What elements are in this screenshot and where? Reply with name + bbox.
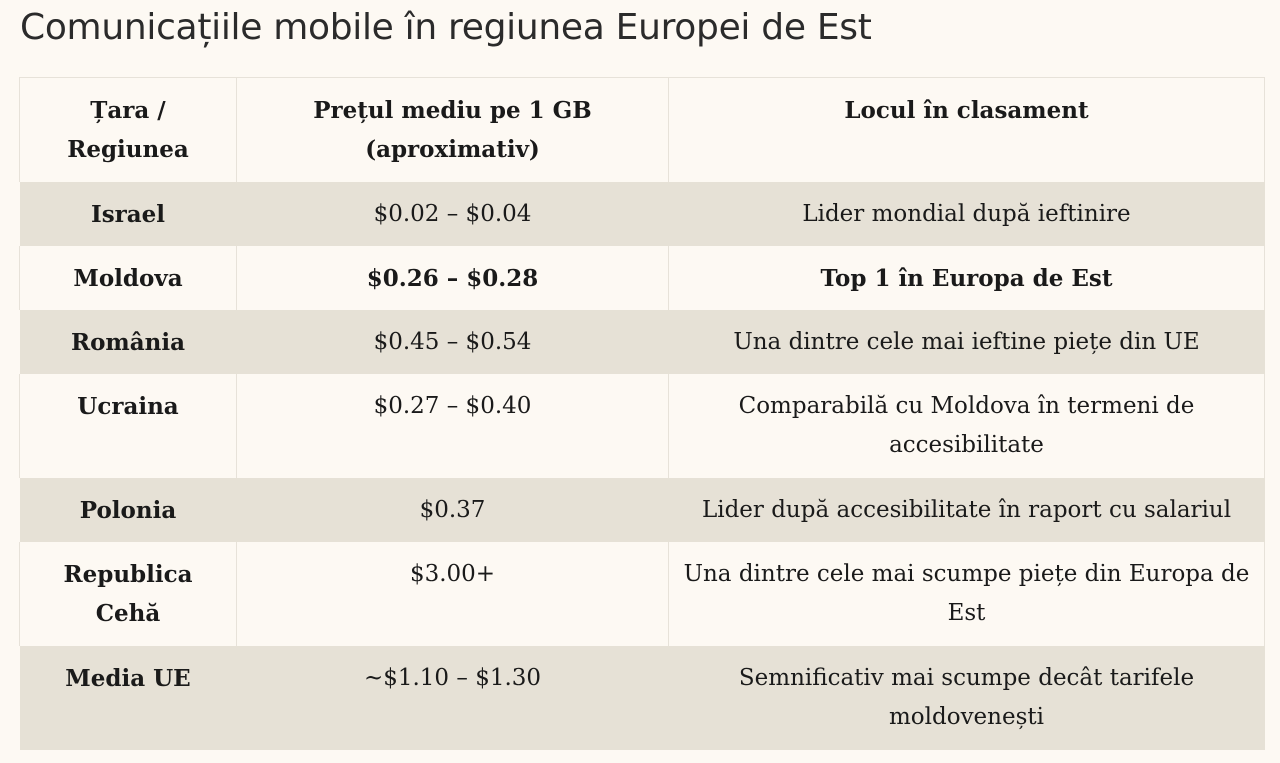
cell-country: Polonia: [79, 496, 177, 524]
table-row-polonia: Polonia $0.37 Lider după accesibilitate …: [19, 477, 1265, 542]
cell-rank: Comparabilă cu Moldova în termeni de acc…: [668, 373, 1265, 478]
table-row-romania: România $0.45 – $0.54 Una dintre cele ma…: [19, 309, 1265, 374]
header-row: Țara / Regiunea Prețul mediu pe 1 GB (ap…: [19, 77, 1265, 182]
cell-rank: Semnificativ mai scumpe decât tarifele m…: [738, 664, 1195, 730]
table-row-israel: Israel $0.02 – $0.04 Lider mondial după …: [19, 181, 1265, 246]
cell-price: $0.02 – $0.04: [373, 200, 532, 227]
cell-rank: Top 1 în Europa de Est: [668, 245, 1265, 310]
cell-rank: Una dintre cele mai scumpe piețe din Eur…: [668, 541, 1265, 646]
cell-country: Media UE: [65, 664, 191, 692]
cell-country: Israel: [90, 200, 166, 228]
header-country: Țara / Regiunea: [19, 77, 237, 182]
cell-price: $0.37: [419, 496, 486, 523]
table-row-media-ue: Media UE ~$1.10 – $1.30 Semnificativ mai…: [19, 645, 1265, 750]
cell-price: $0.26 – $0.28: [236, 245, 669, 310]
cell-price: $3.00+: [236, 541, 669, 646]
cell-rank: Lider mondial după ieftinire: [802, 200, 1131, 227]
table-row-ucraina: Ucraina $0.27 – $0.40 Comparabilă cu Mol…: [19, 373, 1265, 478]
cell-price: ~$1.10 – $1.30: [363, 664, 542, 691]
cell-country: Moldova: [19, 245, 237, 310]
page-title: Comunicațiile mobile în regiunea Europei…: [20, 7, 872, 48]
cell-price: $0.45 – $0.54: [373, 328, 532, 355]
header-rank: Locul în clasament: [668, 77, 1265, 182]
cell-rank: Lider după accesibilitate în raport cu s…: [701, 496, 1232, 523]
cell-rank: Una dintre cele mai ieftine piețe din UE: [733, 328, 1200, 355]
cell-price: $0.27 – $0.40: [236, 373, 669, 478]
cell-country: Ucraina: [19, 373, 237, 478]
cell-country: Republica Cehă: [19, 541, 237, 646]
table-row-cehia: Republica Cehă $3.00+ Una dintre cele ma…: [19, 541, 1265, 646]
table-body: Israel $0.02 – $0.04 Lider mondial după …: [19, 181, 1265, 750]
cell-country: România: [70, 328, 186, 356]
header-price: Prețul mediu pe 1 GB (aproximativ): [236, 77, 669, 182]
table-row-moldova: Moldova $0.26 – $0.28 Top 1 în Europa de…: [19, 245, 1265, 310]
table-header: Țara / Regiunea Prețul mediu pe 1 GB (ap…: [19, 77, 1265, 182]
price-comparison-table: Țara / Regiunea Prețul mediu pe 1 GB (ap…: [19, 77, 1265, 750]
